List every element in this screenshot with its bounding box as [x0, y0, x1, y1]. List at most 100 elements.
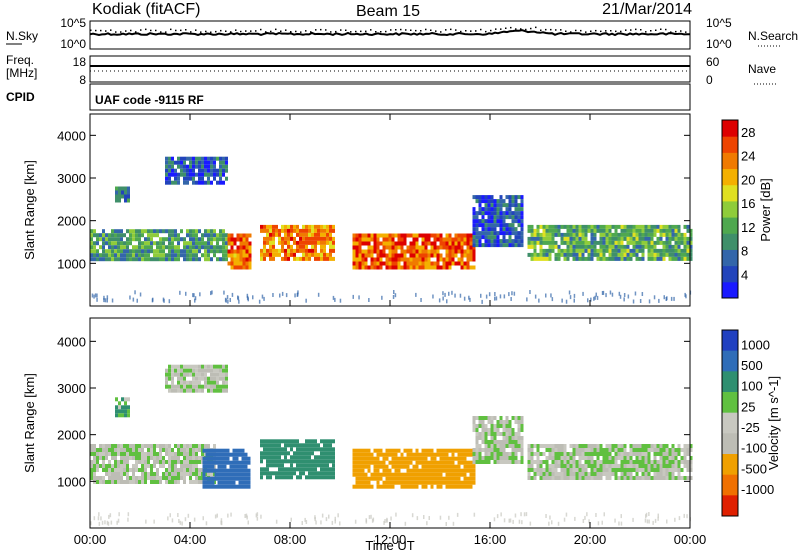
freq-tick-high: 18 — [73, 55, 87, 69]
range-time-cell — [436, 448, 440, 453]
range-time-cell — [487, 452, 491, 456]
range-time-cell — [201, 233, 204, 238]
range-time-cell — [466, 245, 470, 250]
range-time-cell — [611, 456, 615, 460]
range-time-cell — [195, 468, 198, 472]
range-time-cell — [242, 261, 246, 266]
range-time-cell — [220, 476, 224, 481]
range-time-cell — [472, 448, 476, 452]
scatter-cell — [210, 291, 212, 296]
range-time-cell — [551, 464, 555, 468]
range-time-cell — [554, 452, 558, 456]
range-time-cell — [211, 460, 215, 465]
range-time-cell — [171, 452, 174, 456]
range-time-cell — [263, 447, 266, 452]
range-time-cell — [132, 472, 135, 476]
range-time-cell — [373, 257, 377, 262]
range-time-cell — [533, 460, 537, 464]
range-time-cell — [114, 229, 117, 234]
range-time-cell — [242, 265, 246, 270]
range-time-cell — [129, 257, 132, 262]
range-time-cell — [517, 420, 521, 424]
range-time-cell — [578, 448, 582, 452]
range-time-cell — [364, 484, 368, 489]
range-time-cell — [370, 253, 374, 258]
range-time-cell — [502, 203, 506, 208]
range-time-cell — [272, 256, 275, 261]
range-time-cell — [481, 223, 485, 228]
range-time-cell — [90, 464, 93, 468]
range-time-cell — [222, 249, 225, 254]
range-time-cell — [216, 156, 219, 161]
x-tick-label: 00:00 — [674, 532, 707, 547]
range-time-cell — [466, 257, 470, 262]
range-time-cell — [370, 265, 374, 270]
range-time-cell — [192, 388, 195, 393]
range-time-cell — [156, 460, 159, 464]
range-time-cell — [671, 256, 675, 261]
range-time-cell — [162, 229, 165, 234]
range-time-cell — [367, 464, 371, 469]
range-time-cell — [373, 261, 377, 266]
scatter-cell — [529, 290, 531, 294]
range-time-cell — [144, 476, 147, 480]
range-time-cell — [505, 460, 509, 464]
range-time-cell — [93, 480, 96, 484]
power-colorbar-frame — [721, 119, 739, 299]
range-time-cell — [656, 464, 660, 468]
range-time-cell — [569, 472, 573, 476]
range-time-cell — [320, 228, 323, 233]
range-time-cell — [208, 464, 212, 469]
range-time-cell — [358, 265, 362, 270]
range-time-cell — [623, 472, 627, 476]
range-time-cell — [123, 257, 126, 262]
range-time-cell — [403, 265, 407, 270]
range-time-cell — [520, 420, 524, 424]
range-time-cell — [186, 444, 189, 448]
range-time-cell — [517, 440, 521, 444]
scatter-cell — [127, 517, 129, 522]
range-time-cell — [299, 248, 302, 253]
range-time-cell — [195, 384, 198, 389]
range-time-cell — [165, 156, 168, 161]
range-time-cell — [105, 253, 108, 258]
range-time-cell — [484, 448, 488, 452]
range-time-cell — [466, 452, 470, 457]
range-time-cell — [602, 456, 606, 460]
range-time-cell — [141, 444, 144, 448]
range-time-cell — [171, 156, 174, 161]
range-time-cell — [222, 253, 225, 258]
date-title: 21/Mar/2014 — [602, 1, 692, 18]
range-time-cell — [162, 472, 165, 476]
velocity-panel-frame — [89, 317, 691, 529]
range-time-cell — [517, 460, 521, 464]
range-time-cell — [281, 256, 284, 261]
range-time-cell — [108, 237, 111, 242]
range-time-cell — [415, 237, 419, 242]
range-time-cell — [222, 180, 225, 185]
range-time-cell — [222, 168, 225, 173]
scatter-cell — [623, 297, 625, 302]
range-time-cell — [379, 460, 383, 465]
range-time-cell — [220, 472, 224, 477]
range-time-cell — [584, 228, 588, 233]
range-time-cell — [217, 456, 221, 461]
noise-search-point — [365, 30, 367, 33]
range-time-cell — [138, 237, 141, 242]
range-time-cell — [608, 464, 612, 468]
range-time-cell — [317, 228, 320, 233]
range-time-cell — [290, 224, 293, 229]
range-time-cell — [225, 257, 228, 262]
range-time-cell — [183, 472, 186, 476]
range-time-cell — [496, 424, 500, 428]
range-time-cell — [508, 207, 512, 212]
range-time-cell — [210, 376, 213, 381]
range-time-cell — [132, 245, 135, 250]
range-time-cell — [689, 252, 693, 257]
range-time-cell — [248, 253, 252, 258]
range-time-cell — [520, 215, 524, 220]
range-time-cell — [575, 464, 579, 468]
scatter-cell — [134, 290, 136, 295]
range-time-cell — [415, 233, 419, 238]
range-time-cell — [466, 448, 470, 453]
